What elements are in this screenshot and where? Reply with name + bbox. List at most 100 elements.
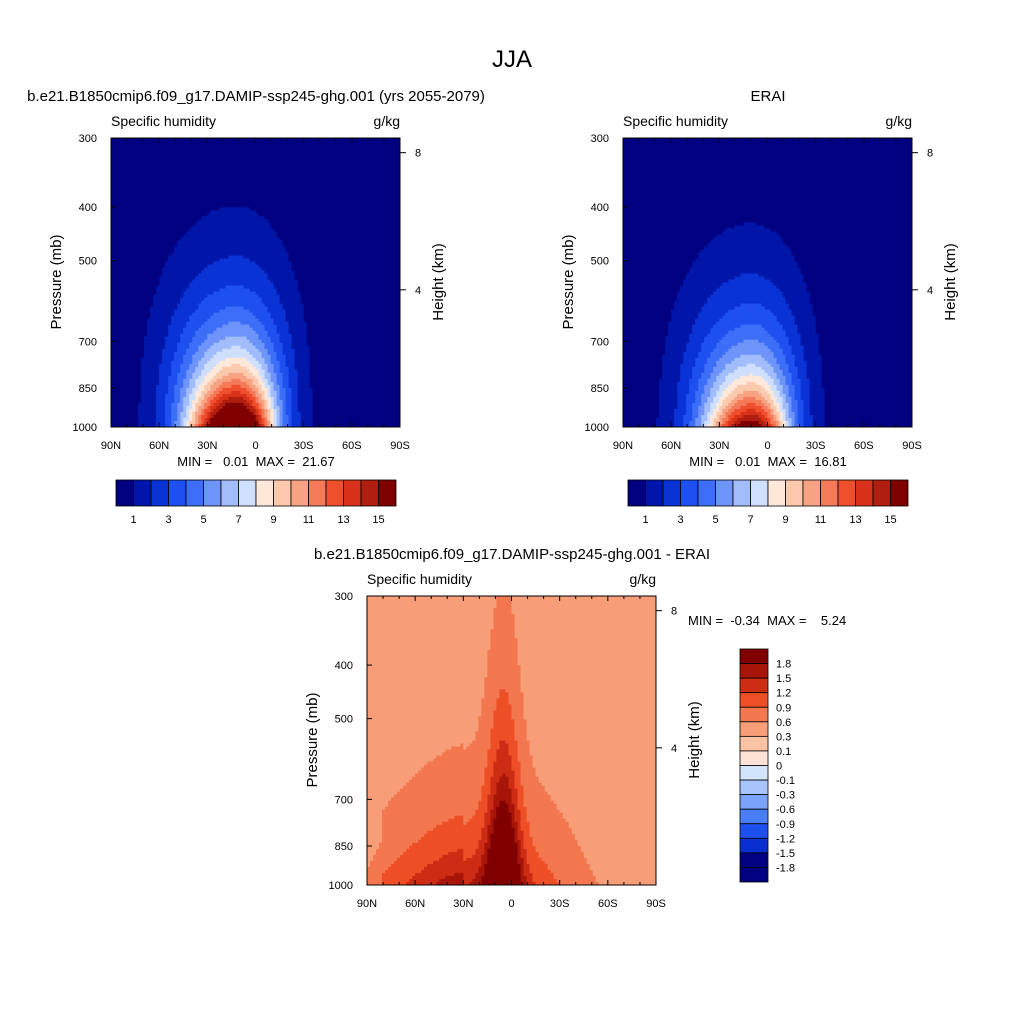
contour-cell <box>150 324 154 329</box>
contour-cell <box>141 234 145 238</box>
contour-cell <box>114 216 118 220</box>
contour-cell <box>165 402 169 407</box>
contour-cell <box>237 327 242 332</box>
contour-cell <box>219 213 223 217</box>
contour-cell <box>183 261 187 266</box>
contour-cell <box>216 180 220 184</box>
contour-cell <box>171 354 175 359</box>
contour-cell <box>180 300 184 305</box>
contour-cell <box>207 390 211 395</box>
contour-cell <box>204 258 208 263</box>
contour-cell <box>252 234 257 238</box>
contour-cell <box>204 264 208 269</box>
contour-cell <box>171 387 175 392</box>
contour-cell <box>156 366 160 371</box>
contour-cell <box>177 147 181 151</box>
contour-cell <box>222 315 226 320</box>
contour-cell <box>198 207 202 211</box>
contour-cell <box>117 363 121 368</box>
contour-cell <box>255 300 260 305</box>
contour-cell <box>150 315 154 320</box>
contour-cell <box>255 150 260 154</box>
contour-cell <box>264 270 269 275</box>
contour-cell <box>204 375 208 380</box>
contour-cell <box>204 333 208 338</box>
contour-cell <box>126 231 130 235</box>
contour-cell <box>225 417 230 422</box>
contour-cell <box>150 318 154 323</box>
contour-cell <box>204 189 208 193</box>
contour-cell <box>171 312 175 317</box>
contour-cell <box>186 147 190 151</box>
contour-cell <box>255 390 260 395</box>
contour-cell <box>201 345 205 350</box>
contour-cell <box>198 381 202 386</box>
contour-cell <box>261 423 266 427</box>
contour-cell <box>159 318 163 323</box>
contour-cell <box>138 357 142 362</box>
contour-cell <box>120 315 124 320</box>
contour-cell <box>216 255 220 260</box>
contour-cell <box>264 387 269 392</box>
contour-cell <box>258 144 263 148</box>
contour-cell <box>186 327 190 332</box>
contour-cell <box>159 390 163 395</box>
contour-cell <box>216 357 220 362</box>
contour-cell <box>147 282 151 287</box>
contour-cell <box>264 201 269 205</box>
contour-cell <box>189 237 193 241</box>
contour-cell <box>111 408 115 413</box>
contour-cell <box>132 339 136 344</box>
contour-cell <box>114 405 118 410</box>
contour-cell <box>144 396 148 401</box>
contour-cell <box>135 162 139 166</box>
contour-cell <box>135 408 139 413</box>
contour-cell <box>183 411 187 416</box>
contour-cell <box>237 303 242 308</box>
contour-cell <box>150 357 154 362</box>
contour-cell <box>225 252 230 257</box>
contour-cell <box>114 189 118 193</box>
contour-cell <box>261 345 266 350</box>
contour-cell <box>168 417 172 422</box>
contour-cell <box>174 414 178 419</box>
contour-cell <box>141 249 145 253</box>
contour-cell <box>147 387 151 392</box>
contour-cell <box>147 399 151 404</box>
contour-cell <box>246 351 251 356</box>
contour-cell <box>249 417 254 422</box>
contour-cell <box>228 150 233 154</box>
contour-cell <box>174 156 178 160</box>
contour-cell <box>168 162 172 166</box>
contour-cell <box>159 333 163 338</box>
contour-cell <box>156 174 160 178</box>
contour-cell <box>129 369 133 374</box>
contour-cell <box>213 360 217 365</box>
contour-cell <box>144 417 148 422</box>
contour-cell <box>246 213 251 217</box>
contour-cell <box>195 201 199 205</box>
contour-cell <box>228 351 233 356</box>
contour-cell <box>126 270 130 275</box>
contour-cell <box>192 405 196 410</box>
contour-cell <box>123 162 127 166</box>
contour-cell <box>252 393 257 398</box>
contour-cell <box>222 321 226 326</box>
contour-cell <box>111 225 115 229</box>
contour-cell <box>117 216 121 220</box>
contour-cell <box>225 354 230 359</box>
contour-cell <box>126 351 130 356</box>
contour-cell <box>171 390 175 395</box>
contour-cell <box>255 285 260 290</box>
contour-cell <box>144 186 148 190</box>
contour-cell <box>111 384 115 389</box>
contour-cell <box>180 234 184 238</box>
contour-cell <box>156 294 160 299</box>
contour-cell <box>189 417 193 422</box>
contour-cell <box>258 384 263 389</box>
contour-cell <box>162 375 166 380</box>
contour-cell <box>210 153 214 157</box>
contour-cell <box>264 219 269 223</box>
contour-cell <box>165 153 169 157</box>
contour-cell <box>168 270 172 275</box>
